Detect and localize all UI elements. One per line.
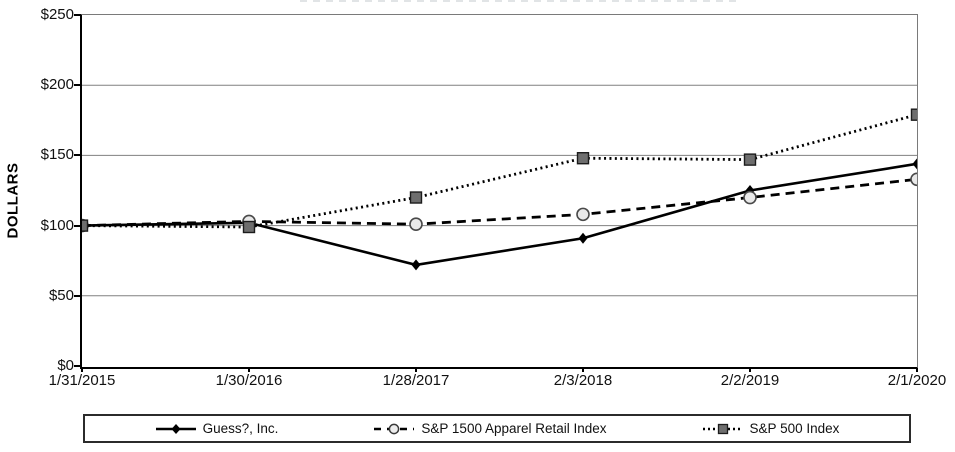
y-tick-label: $250 (40, 6, 74, 23)
x-tick-label: 1/30/2016 (215, 372, 283, 389)
legend-label-guess: Guess?, Inc. (202, 421, 279, 436)
y-tick-mark (74, 294, 81, 297)
legend-item-apparel-index: S&P 1500 Apparel Retail Index (373, 421, 607, 436)
data-point-1 (409, 217, 423, 231)
legend-item-sp500: S&P 500 Index (702, 421, 840, 436)
y-tick-mark (74, 365, 81, 367)
legend-marker-dotted-square-icon (702, 423, 743, 434)
series-line-2 (82, 113, 917, 229)
x-tick-mark (582, 368, 584, 372)
data-point-2 (409, 191, 423, 204)
x-tick-mark (415, 368, 417, 372)
y-tick-mark (74, 154, 81, 157)
legend-item-guess: Guess?, Inc. (155, 421, 279, 436)
y-tick-label: $0 (57, 357, 74, 374)
series-line-1 (82, 177, 917, 227)
x-tick-label: 2/3/2018 (553, 372, 613, 389)
data-point-2 (910, 108, 917, 121)
x-tick-label: 2/1/2020 (887, 372, 947, 389)
y-tick-label: $50 (48, 286, 74, 304)
x-tick-label: 1/28/2017 (382, 372, 450, 389)
y-tick-mark (74, 224, 81, 227)
legend-label-sp500: S&P 500 Index (749, 421, 840, 436)
data-point-0 (912, 158, 917, 170)
data-point-2 (576, 152, 590, 165)
data-point-1 (910, 172, 917, 187)
x-tick-mark (749, 368, 751, 372)
x-tick-mark (248, 368, 250, 372)
y-tick-label: $100 (40, 216, 74, 234)
x-tick-mark (81, 368, 83, 372)
data-point-1 (576, 207, 590, 222)
x-tick-label: 1/31/2015 (48, 372, 116, 389)
data-point-0 (578, 232, 588, 244)
data-point-2 (82, 219, 89, 232)
y-tick-label: $200 (40, 76, 74, 94)
data-point-2 (743, 153, 757, 166)
x-tick-mark (916, 368, 918, 372)
y-axis-title: DOLLARS (4, 162, 22, 239)
legend-marker-solid-diamond-icon (155, 423, 196, 434)
legend: Guess?, Inc. S&P 1500 Apparel Retail Ind… (83, 414, 911, 443)
x-tick-label: 2/2/2019 (720, 372, 780, 389)
y-tick-mark (74, 14, 81, 16)
cropped-title-remnant (300, 0, 740, 2)
legend-marker-dashed-circle-icon (374, 423, 415, 434)
legend-label-apparel-index: S&P 1500 Apparel Retail Index (421, 421, 607, 436)
data-point-0 (411, 259, 421, 271)
plot-area (80, 14, 918, 369)
y-tick-label: $150 (40, 146, 74, 164)
y-tick-mark (74, 84, 81, 87)
data-point-2 (242, 220, 256, 234)
data-point-1 (743, 190, 757, 205)
plot-svg (82, 84, 917, 297)
